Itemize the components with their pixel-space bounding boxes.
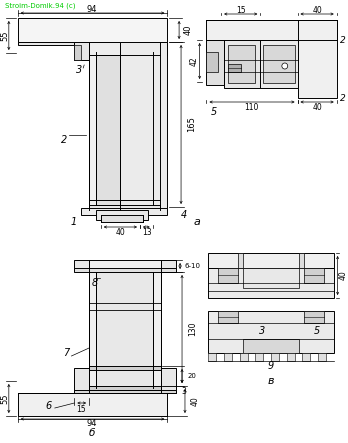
Polygon shape xyxy=(206,52,218,72)
Polygon shape xyxy=(218,268,238,283)
Polygon shape xyxy=(74,42,89,60)
Polygon shape xyxy=(89,260,161,393)
Text: в: в xyxy=(268,376,274,386)
Polygon shape xyxy=(260,40,298,88)
Polygon shape xyxy=(74,45,81,60)
Polygon shape xyxy=(255,353,263,361)
Polygon shape xyxy=(206,20,337,40)
Polygon shape xyxy=(238,253,243,268)
Text: 2: 2 xyxy=(340,35,345,44)
Text: 2: 2 xyxy=(340,93,345,102)
Polygon shape xyxy=(18,18,167,42)
Text: 6-10: 6-10 xyxy=(185,263,201,269)
Text: 1: 1 xyxy=(70,217,77,227)
Text: 3: 3 xyxy=(259,326,266,336)
Text: 130: 130 xyxy=(188,322,197,336)
Text: 15: 15 xyxy=(77,404,86,413)
Text: 5: 5 xyxy=(211,107,218,117)
Text: 94: 94 xyxy=(87,4,97,13)
Polygon shape xyxy=(74,260,89,270)
Polygon shape xyxy=(81,42,167,55)
Polygon shape xyxy=(298,20,337,98)
Polygon shape xyxy=(206,40,224,85)
Polygon shape xyxy=(74,368,89,393)
Text: 6: 6 xyxy=(46,401,52,411)
Text: а: а xyxy=(194,217,201,227)
Text: 2: 2 xyxy=(61,135,67,145)
Text: 13: 13 xyxy=(142,228,152,237)
Polygon shape xyxy=(208,253,334,268)
Polygon shape xyxy=(96,272,153,388)
Polygon shape xyxy=(287,353,294,361)
Text: 110: 110 xyxy=(244,102,259,112)
Polygon shape xyxy=(89,386,161,390)
Polygon shape xyxy=(240,353,247,361)
Polygon shape xyxy=(302,353,310,361)
Text: 15: 15 xyxy=(236,5,246,15)
Text: 4: 4 xyxy=(181,210,187,220)
Polygon shape xyxy=(263,45,294,83)
Polygon shape xyxy=(89,205,159,210)
Text: 55: 55 xyxy=(0,394,9,404)
Text: 40: 40 xyxy=(339,270,348,280)
Polygon shape xyxy=(18,393,167,416)
Polygon shape xyxy=(224,353,232,361)
Polygon shape xyxy=(161,368,176,393)
Text: 5: 5 xyxy=(314,326,321,336)
Polygon shape xyxy=(74,268,176,272)
Polygon shape xyxy=(208,268,334,298)
Polygon shape xyxy=(208,353,216,361)
Polygon shape xyxy=(218,311,238,323)
Polygon shape xyxy=(89,52,159,210)
Text: 9: 9 xyxy=(268,361,274,371)
Text: 3: 3 xyxy=(76,65,82,75)
Polygon shape xyxy=(243,268,300,288)
Polygon shape xyxy=(208,311,334,353)
Polygon shape xyxy=(81,208,167,215)
Text: 7: 7 xyxy=(63,348,70,358)
Polygon shape xyxy=(89,366,161,370)
Polygon shape xyxy=(120,42,167,210)
Polygon shape xyxy=(300,253,304,268)
Text: 20: 20 xyxy=(188,373,197,379)
Polygon shape xyxy=(18,42,74,45)
Polygon shape xyxy=(101,215,143,222)
Polygon shape xyxy=(96,52,153,205)
Text: 40: 40 xyxy=(116,228,125,237)
Text: 42: 42 xyxy=(189,56,198,66)
Polygon shape xyxy=(304,311,324,323)
Polygon shape xyxy=(224,40,260,88)
Polygon shape xyxy=(81,42,167,52)
Text: 3: 3 xyxy=(181,388,186,396)
Polygon shape xyxy=(228,45,255,83)
Polygon shape xyxy=(74,390,176,393)
Polygon shape xyxy=(243,339,300,353)
Text: 8: 8 xyxy=(92,278,98,288)
Text: 94: 94 xyxy=(87,420,97,428)
Polygon shape xyxy=(318,353,326,361)
Text: 40: 40 xyxy=(191,396,200,406)
Text: 55: 55 xyxy=(0,31,9,41)
Text: б: б xyxy=(89,428,95,438)
Text: Stroim-Domik.94 (c): Stroim-Domik.94 (c) xyxy=(5,2,76,8)
Polygon shape xyxy=(304,268,324,283)
Text: 40: 40 xyxy=(312,5,322,15)
Text: 40: 40 xyxy=(184,25,193,35)
Polygon shape xyxy=(96,210,148,220)
Polygon shape xyxy=(271,353,279,361)
Polygon shape xyxy=(228,64,241,72)
Polygon shape xyxy=(161,260,176,270)
Text: 165: 165 xyxy=(187,116,196,132)
Circle shape xyxy=(282,63,288,69)
Text: 40: 40 xyxy=(312,102,322,112)
